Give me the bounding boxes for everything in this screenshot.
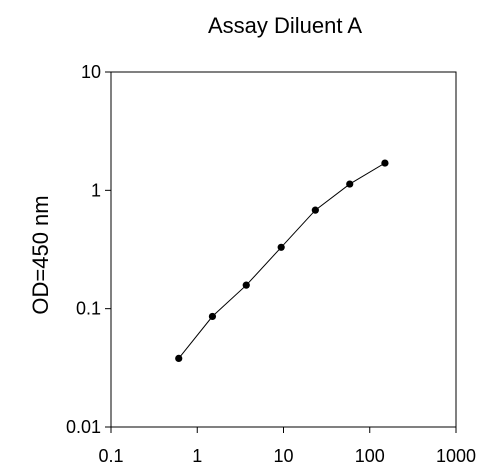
chart-title: Assay Diluent A <box>208 13 362 38</box>
series-line <box>178 162 386 359</box>
x-tick-label: 1000 <box>436 446 476 466</box>
data-point <box>346 180 354 188</box>
x-tick-label: 1 <box>192 446 202 466</box>
y-tick-label: 0.1 <box>76 299 101 319</box>
data-point <box>208 312 217 321</box>
y-axis-label: OD=450 nm <box>28 195 53 314</box>
series-layer <box>175 159 389 362</box>
data-point <box>175 354 183 362</box>
y-tick-label: 1 <box>91 180 101 200</box>
x-tick-label: 0.1 <box>98 446 123 466</box>
x-tick-label: 100 <box>355 446 385 466</box>
data-point <box>311 206 319 214</box>
y-tick-label: 0.01 <box>66 417 101 437</box>
data-point <box>277 243 285 251</box>
x-axis: 0.1 1 10 100 1000 <box>98 427 476 466</box>
data-point <box>242 281 250 289</box>
y-tick-label: 10 <box>81 62 101 82</box>
y-axis: 0.01 0.1 1 10 <box>66 62 111 437</box>
data-point <box>381 159 389 167</box>
x-tick-label: 10 <box>273 446 293 466</box>
